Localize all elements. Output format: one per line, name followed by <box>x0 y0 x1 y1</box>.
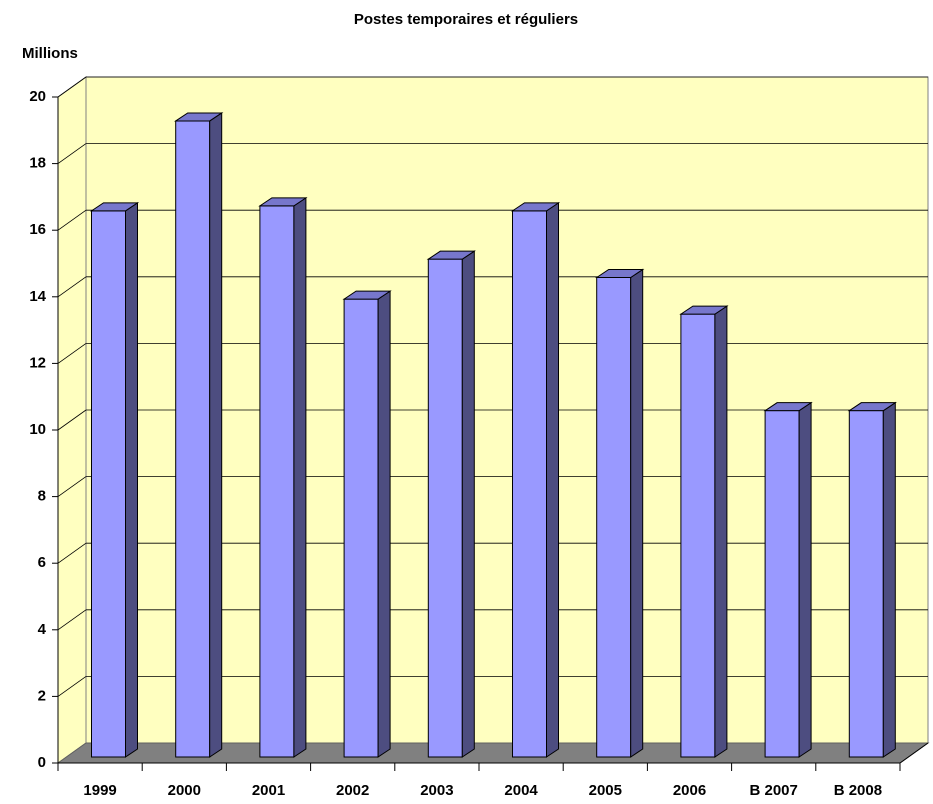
bar-face <box>714 305 728 758</box>
bar-face <box>125 201 138 758</box>
bar-face <box>847 402 897 412</box>
y-tick-label: 16 <box>29 221 46 238</box>
bar-face <box>596 276 632 758</box>
bar <box>595 268 645 758</box>
bar-face <box>848 410 884 758</box>
x-tick-label: 2002 <box>336 782 369 799</box>
y-tick-label: 20 <box>29 88 46 105</box>
grid-line <box>57 542 87 564</box>
grid-line <box>57 76 87 98</box>
bar-face <box>680 313 716 758</box>
y-tick-label: 18 <box>29 155 46 172</box>
y-tick-label: 8 <box>38 488 46 505</box>
bar <box>763 401 813 758</box>
y-tick-label: 14 <box>29 288 46 305</box>
y-tick-label: 2 <box>38 687 46 704</box>
bar-face <box>630 268 644 758</box>
y-axis-label: Millions <box>22 45 78 62</box>
x-tick-label: 2004 <box>504 782 538 799</box>
x-tick-label: 2000 <box>168 782 201 799</box>
grid-line <box>57 143 87 164</box>
x-tick-label: 2001 <box>252 782 285 799</box>
y-tick-label: 10 <box>29 421 46 438</box>
bar-face <box>764 410 800 758</box>
bar <box>847 401 897 758</box>
x-tick-label: 2003 <box>420 782 453 799</box>
bar-face <box>546 201 559 758</box>
bar-face <box>510 202 561 212</box>
x-tick-label: 2005 <box>589 782 622 799</box>
bar-face <box>461 250 475 758</box>
x-axis-depth <box>899 742 929 764</box>
grid-line <box>57 209 87 231</box>
bar <box>258 196 308 758</box>
x-tick-label: B 2008 <box>834 782 882 799</box>
y-tick-label: 0 <box>38 754 46 771</box>
y-tick-label: 6 <box>38 554 46 571</box>
bar-face <box>343 298 379 758</box>
bar-face <box>258 197 308 207</box>
bar-face <box>595 268 645 278</box>
bar-face <box>763 402 813 412</box>
bar-face <box>91 210 126 758</box>
y-tick-label: 12 <box>29 354 46 371</box>
x-tick-label: 2006 <box>673 782 706 799</box>
bar <box>342 290 392 758</box>
bar-face <box>377 290 391 758</box>
bar-face <box>427 258 463 758</box>
grid-line <box>57 609 87 631</box>
bar-face <box>259 205 295 758</box>
grid-line <box>57 276 87 298</box>
bar <box>510 201 561 758</box>
bar-face <box>512 210 547 758</box>
bar-face <box>175 120 211 758</box>
chart-title: Postes temporaires et réguliers <box>354 11 578 28</box>
x-tick-label: 1999 <box>83 782 116 799</box>
bar-face <box>89 202 140 212</box>
bar <box>174 112 224 758</box>
bar-face <box>342 290 392 300</box>
grid-line <box>57 409 87 431</box>
bar-face <box>426 250 476 260</box>
bar-face <box>798 401 812 758</box>
bar-face <box>882 401 896 758</box>
bar-face <box>174 112 224 122</box>
bar <box>426 250 476 758</box>
y-tick-label: 4 <box>38 621 47 638</box>
bar-face <box>293 196 307 758</box>
grid-line <box>57 676 87 697</box>
bar <box>89 201 140 758</box>
grid-line <box>57 343 87 364</box>
x-tick-label: B 2007 <box>750 782 798 799</box>
grid-line <box>57 476 87 497</box>
bar-face <box>679 305 729 315</box>
bar-face <box>209 112 223 758</box>
bar <box>679 305 729 758</box>
